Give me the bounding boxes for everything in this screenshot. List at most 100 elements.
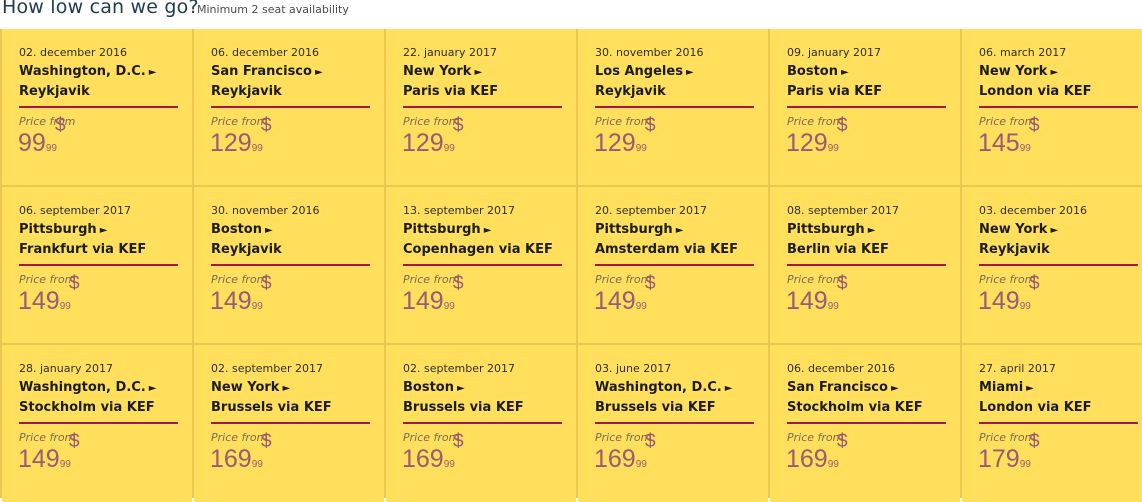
price-whole: 149 (210, 287, 252, 315)
deal-card[interactable]: 06. december 2016 San Francisco ► Stockho… (770, 345, 960, 502)
deal-destination: London via KEF (979, 84, 1092, 99)
deal-card[interactable]: 30. november 2016 Boston ► Reykjavik Pric… (194, 187, 384, 343)
currency-symbol: $ (453, 115, 464, 136)
divider (403, 264, 562, 266)
page-header: How low can we go? Minimum 2 seat availa… (0, 0, 1142, 30)
deal-date: 03. december 2016 (979, 204, 1088, 217)
price-from-label: Price from (595, 431, 652, 444)
price-whole: 149 (594, 287, 636, 315)
deal-price: 14999 $ (978, 273, 1040, 316)
divider (979, 264, 1138, 266)
deal-price: 12999 $ (594, 115, 656, 158)
deal-card[interactable]: 02. september 2017 Boston ► Brussels via … (386, 345, 576, 502)
currency-symbol: $ (837, 115, 848, 136)
deal-date: 28. january 2017 (19, 362, 113, 375)
deal-price: 14999 $ (402, 273, 464, 316)
price-whole: 179 (978, 445, 1020, 473)
deal-destination: Reykjavik (211, 84, 282, 99)
deal-origin: Pittsburgh ► (19, 222, 108, 237)
deal-date: 06. december 2016 (787, 362, 896, 375)
price-whole: 149 (786, 287, 828, 315)
divider (403, 422, 562, 424)
divider (403, 106, 562, 108)
deal-destination: Stockholm via KEF (787, 400, 923, 415)
deal-destination: Reykjavik (595, 84, 666, 99)
price-cents: 99 (1019, 143, 1031, 154)
currency-symbol: $ (69, 273, 80, 294)
deal-card[interactable]: 06. march 2017 New York ► London via KEF … (962, 29, 1142, 185)
deal-card[interactable]: 13. september 2017 Pittsburgh ► Copenhage… (386, 187, 576, 343)
deal-date: 09. january 2017 (787, 46, 881, 59)
deal-date: 20. september 2017 (595, 204, 708, 217)
price-whole: 169 (402, 445, 444, 473)
currency-symbol: $ (1029, 115, 1040, 136)
deal-origin: Boston ► (787, 64, 849, 79)
deal-date: 27. april 2017 (979, 362, 1056, 375)
currency-symbol: $ (1029, 273, 1040, 294)
deal-card[interactable]: 30. november 2016 Los Angeles ► Reykjavik… (578, 29, 768, 185)
price-cents: 99 (45, 143, 57, 154)
deal-date: 02. december 2016 (19, 46, 128, 59)
deal-destination: Copenhagen via KEF (403, 242, 553, 257)
arrow-right-icon: ► (148, 67, 157, 78)
deal-card[interactable]: 27. april 2017 Miami ► London via KEF Pri… (962, 345, 1142, 502)
deal-date: 30. november 2016 (595, 46, 704, 59)
price-cents: 99 (635, 459, 647, 470)
deal-card[interactable]: 09. january 2017 Boston ► Paris via KEF P… (770, 29, 960, 185)
price-from-label: Price from (979, 115, 1036, 128)
deal-card[interactable]: 28. january 2017 Washington, D.C. ► Stock… (2, 345, 192, 502)
currency-symbol: $ (261, 115, 272, 136)
deal-card[interactable]: 20. september 2017 Pittsburgh ► Amsterdam… (578, 187, 768, 343)
divider (211, 106, 370, 108)
deal-origin: Washington, D.C. ► (19, 380, 157, 395)
currency-symbol: $ (645, 431, 656, 452)
arrow-right-icon: ► (1050, 67, 1059, 78)
deal-card[interactable]: 03. december 2016 New York ► Reykjavik Pr… (962, 187, 1142, 343)
arrow-right-icon: ► (685, 67, 694, 78)
price-whole: 129 (210, 129, 252, 157)
deal-date: 13. september 2017 (403, 204, 516, 217)
page-title: How low can we go? (2, 0, 199, 18)
price-whole: 145 (978, 129, 1020, 157)
currency-symbol: $ (261, 431, 272, 452)
price-whole: 129 (402, 129, 444, 157)
deal-origin: Pittsburgh ► (595, 222, 684, 237)
deal-card[interactable]: 02. december 2016 Washington, D.C. ► Reyk… (2, 29, 192, 185)
divider (211, 422, 370, 424)
arrow-right-icon: ► (456, 383, 465, 394)
price-from-label: Price from (211, 273, 268, 286)
divider (595, 422, 754, 424)
arrow-right-icon: ► (99, 225, 108, 236)
arrow-right-icon: ► (314, 67, 323, 78)
deal-card[interactable]: 06. september 2017 Pittsburgh ► Frankfurt… (2, 187, 192, 343)
deal-destination: Stockholm via KEF (19, 400, 155, 415)
deal-date: 30. november 2016 (211, 204, 320, 217)
deal-card[interactable]: 02. september 2017 New York ► Brussels vi… (194, 345, 384, 502)
arrow-right-icon: ► (840, 67, 849, 78)
price-from-label: Price from (979, 431, 1036, 444)
arrow-right-icon: ► (890, 383, 899, 394)
price-from-label: Price from (19, 115, 76, 128)
divider (19, 106, 178, 108)
price-cents: 99 (827, 459, 839, 470)
price-cents: 99 (59, 459, 71, 470)
price-from-label: Price from (787, 431, 844, 444)
deal-origin: New York ► (979, 64, 1059, 79)
price-cents: 99 (443, 459, 455, 470)
currency-symbol: $ (261, 273, 272, 294)
deal-origin: Washington, D.C. ► (595, 380, 733, 395)
deal-card[interactable]: 08. september 2017 Pittsburgh ► Berlin vi… (770, 187, 960, 343)
price-whole: 149 (978, 287, 1020, 315)
price-whole: 99 (18, 129, 46, 157)
deal-card[interactable]: 06. december 2016 San Francisco ► Reykjav… (194, 29, 384, 185)
arrow-right-icon: ► (264, 225, 273, 236)
deal-card[interactable]: 22. january 2017 New York ► Paris via KEF… (386, 29, 576, 185)
page-subtitle: Minimum 2 seat availability (197, 3, 349, 16)
currency-symbol: $ (1029, 431, 1040, 452)
price-cents: 99 (59, 301, 71, 312)
price-whole: 169 (210, 445, 252, 473)
deal-price: 14999 $ (786, 273, 848, 316)
divider (787, 422, 946, 424)
currency-symbol: $ (837, 273, 848, 294)
deal-card[interactable]: 03. june 2017 Washington, D.C. ► Brussels… (578, 345, 768, 502)
